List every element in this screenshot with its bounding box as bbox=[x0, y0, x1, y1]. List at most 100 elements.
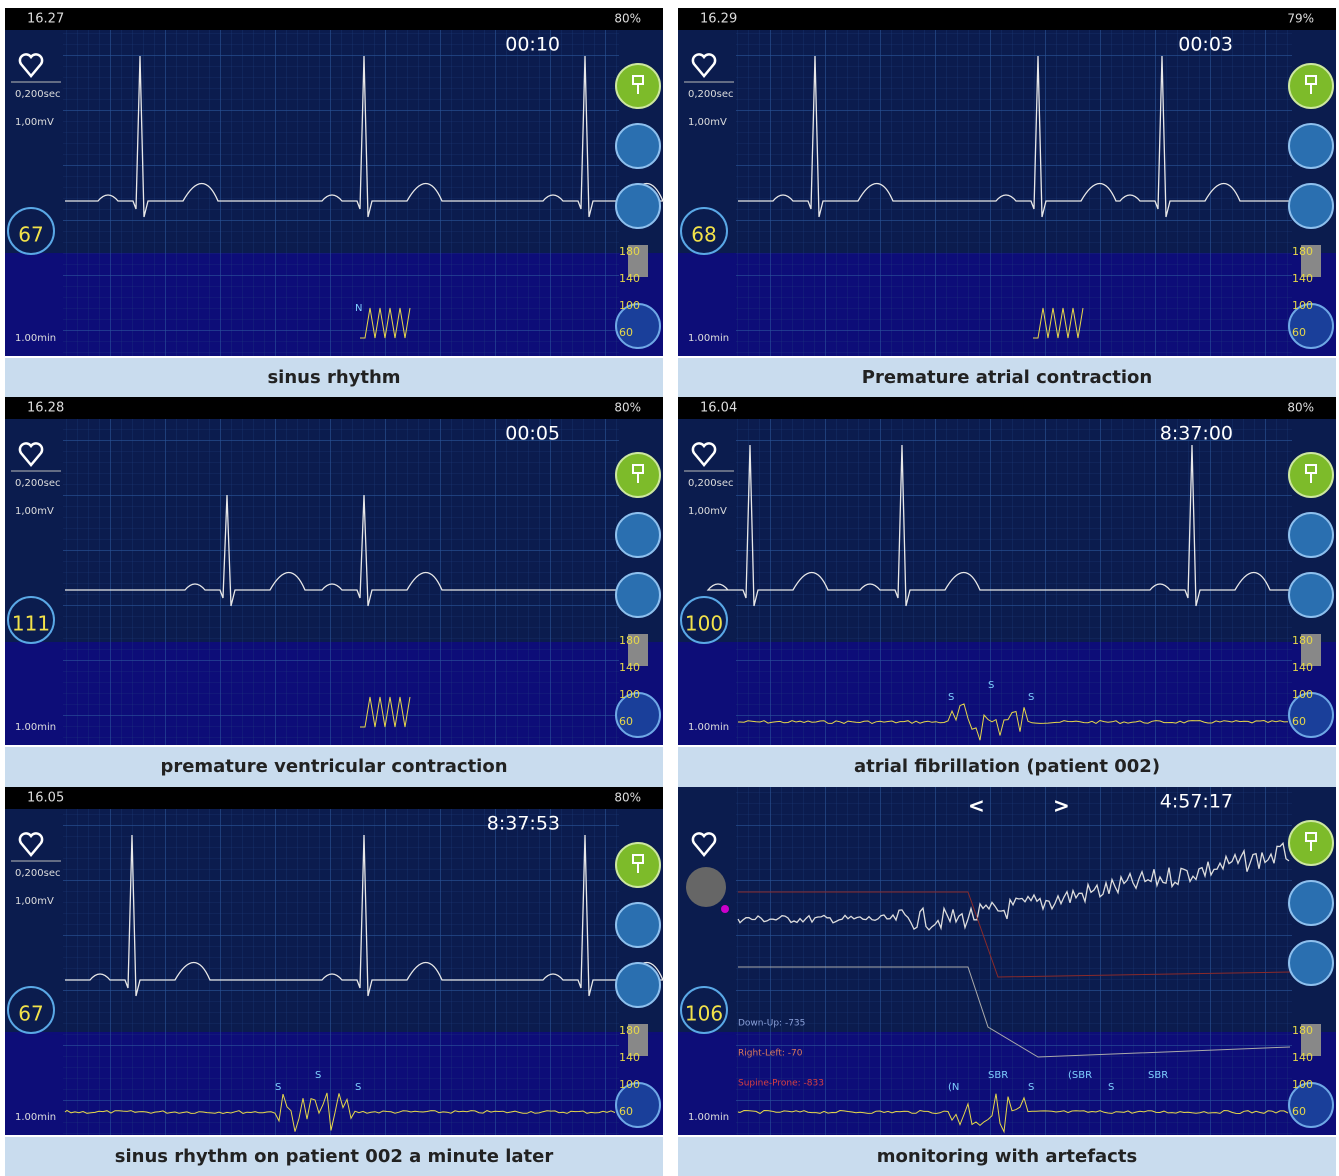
trend-axis-label: 140 bbox=[619, 1051, 640, 1064]
app-screenshot: 16.0580%SSS0,200sec1,00mV671.00min8:37:5… bbox=[5, 787, 663, 1176]
scale-time: 0,200sec bbox=[688, 89, 734, 100]
trend-axis-label: 180 bbox=[619, 634, 640, 647]
timer: 8:37:00 bbox=[1160, 423, 1233, 445]
caption: sinus rhythm bbox=[267, 367, 400, 388]
status-battery: 80% bbox=[614, 12, 641, 26]
trend-axis-label: 100 bbox=[619, 1078, 640, 1091]
trend-axis-label: 180 bbox=[1292, 634, 1313, 647]
caption: Premature atrial contraction bbox=[862, 367, 1152, 388]
trend-axis-label: 140 bbox=[1292, 1051, 1313, 1064]
trend-scale: 1.00min bbox=[15, 722, 56, 733]
beat-annotation: SBR bbox=[1148, 1070, 1168, 1081]
recording-indicator bbox=[686, 867, 726, 907]
trend-axis-label: 60 bbox=[1292, 1105, 1306, 1118]
status-bar bbox=[678, 8, 1336, 30]
timer: 00:05 bbox=[505, 423, 560, 445]
timer: 00:03 bbox=[1178, 34, 1233, 56]
scale-voltage: 1,00mV bbox=[688, 506, 727, 517]
grid-button[interactable] bbox=[616, 963, 660, 1007]
grid-button[interactable] bbox=[1289, 941, 1333, 985]
heart-rate: 100 bbox=[685, 612, 723, 636]
measure-button[interactable] bbox=[616, 124, 660, 168]
measure-button[interactable] bbox=[1289, 124, 1333, 168]
status-bar bbox=[5, 8, 663, 30]
trend-axis-label: 60 bbox=[1292, 326, 1306, 339]
trend-axis-label: 180 bbox=[619, 1024, 640, 1037]
caption: sinus rhythm on patient 002 a minute lat… bbox=[115, 1146, 554, 1167]
grid-button[interactable] bbox=[616, 184, 660, 228]
trend-scale: 1.00min bbox=[688, 722, 729, 733]
measure-button[interactable] bbox=[616, 903, 660, 947]
orientation-reading: Down-Up: -735 bbox=[738, 1019, 805, 1029]
timer: 4:57:17 bbox=[1160, 791, 1233, 813]
beat-annotation: S bbox=[275, 1082, 281, 1093]
trend-axis-label: 60 bbox=[619, 715, 633, 728]
status-time: 16.04 bbox=[700, 401, 737, 416]
position-dot bbox=[721, 905, 729, 913]
trend-axis-label: 60 bbox=[619, 1105, 633, 1118]
trend-axis-label: 100 bbox=[619, 299, 640, 312]
app-screenshot: 16.2880%0,200sec1,00mV1111.00min00:05180… bbox=[5, 397, 663, 787]
scale-time: 0,200sec bbox=[15, 89, 61, 100]
beat-annotation: SBR bbox=[988, 1070, 1008, 1081]
scale-time: 0,200sec bbox=[15, 868, 61, 879]
trend-scale: 1.00min bbox=[15, 1112, 56, 1123]
trend-axis-label: 100 bbox=[1292, 688, 1313, 701]
heart-rate: 67 bbox=[18, 223, 43, 247]
grid bbox=[63, 30, 619, 356]
orientation-reading: Supine-Prone: -833 bbox=[738, 1079, 824, 1089]
trend-axis-label: 140 bbox=[1292, 272, 1313, 285]
trend-axis-label: 180 bbox=[1292, 1024, 1313, 1037]
status-time: 16.28 bbox=[27, 401, 64, 416]
measure-button[interactable] bbox=[616, 513, 660, 557]
nav-next[interactable]: > bbox=[1053, 794, 1070, 818]
grid-button[interactable] bbox=[1289, 184, 1333, 228]
trend-axis-label: 100 bbox=[1292, 1078, 1313, 1091]
measure-button[interactable] bbox=[1289, 881, 1333, 925]
grid bbox=[63, 419, 619, 745]
scale-voltage: 1,00mV bbox=[688, 117, 727, 128]
heart-rate: 67 bbox=[18, 1002, 43, 1026]
status-time: 16.05 bbox=[27, 791, 64, 806]
status-bar bbox=[5, 787, 663, 809]
trend-axis-label: 180 bbox=[619, 245, 640, 258]
measure-button[interactable] bbox=[1289, 513, 1333, 557]
beat-annotation: S bbox=[1028, 1082, 1034, 1093]
status-battery: 79% bbox=[1287, 12, 1314, 26]
trend-axis-label: 180 bbox=[1292, 245, 1313, 258]
beat-annotation: S bbox=[988, 680, 994, 691]
caption: monitoring with artefacts bbox=[877, 1146, 1137, 1167]
beat-annotation: S bbox=[1108, 1082, 1114, 1093]
app-screenshot: 16.2780%N0,200sec1,00mV671.00min00:10180… bbox=[5, 8, 663, 398]
grid bbox=[736, 419, 1292, 745]
beat-annotation: S bbox=[355, 1082, 361, 1093]
beat-annotation: (SBR bbox=[1068, 1070, 1092, 1081]
beat-annotation: N bbox=[355, 303, 362, 314]
trend-scale: 1.00min bbox=[688, 333, 729, 344]
grid bbox=[736, 30, 1292, 356]
trend-axis-label: 140 bbox=[1292, 661, 1313, 674]
heart-rate: 68 bbox=[691, 223, 716, 247]
trend-axis-label: 140 bbox=[619, 272, 640, 285]
status-battery: 80% bbox=[614, 791, 641, 805]
scale-voltage: 1,00mV bbox=[15, 896, 54, 907]
trend-scale: 1.00min bbox=[688, 1112, 729, 1123]
nav-prev[interactable]: < bbox=[968, 794, 985, 818]
grid-button[interactable] bbox=[1289, 573, 1333, 617]
status-bar bbox=[678, 397, 1336, 419]
trend-axis-label: 60 bbox=[1292, 715, 1306, 728]
beat-annotation: (N bbox=[948, 1082, 959, 1093]
screenshot-grid: 16.2780%N0,200sec1,00mV671.00min00:10180… bbox=[0, 0, 1339, 1176]
scale-voltage: 1,00mV bbox=[15, 117, 54, 128]
beat-annotation: S bbox=[948, 692, 954, 703]
timer: 8:37:53 bbox=[487, 813, 560, 835]
scale-time: 0,200sec bbox=[15, 478, 61, 489]
trend-axis-label: 140 bbox=[619, 661, 640, 674]
timer: 00:10 bbox=[505, 34, 560, 56]
grid-button[interactable] bbox=[616, 573, 660, 617]
trend-axis-label: 60 bbox=[619, 326, 633, 339]
orientation-reading: Right-Left: -70 bbox=[738, 1049, 803, 1059]
caption: atrial fibrillation (patient 002) bbox=[854, 756, 1160, 777]
